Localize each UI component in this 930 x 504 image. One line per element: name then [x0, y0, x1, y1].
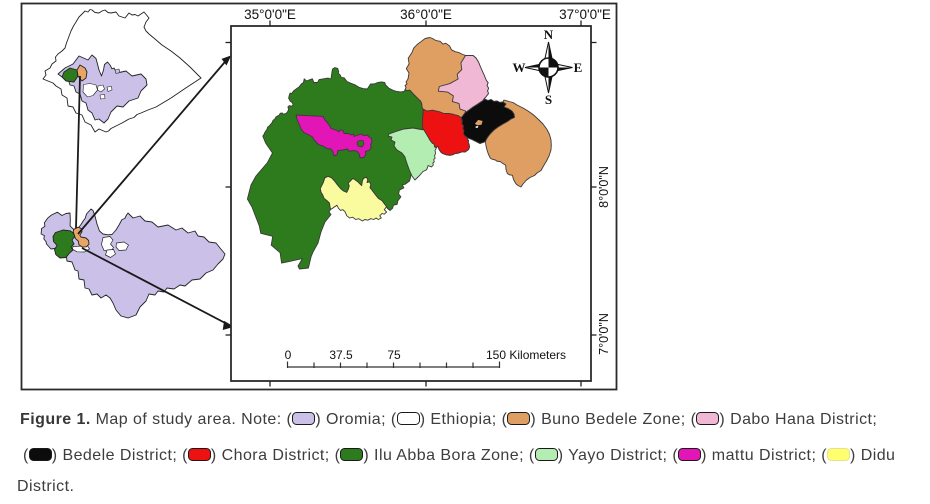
svg-text:75: 75	[387, 348, 401, 362]
svg-text:0: 0	[285, 348, 292, 362]
svg-text:35°0'0"E: 35°0'0"E	[244, 7, 296, 22]
svg-text:W: W	[513, 60, 526, 75]
svg-text:37.5: 37.5	[329, 348, 353, 362]
svg-text:E: E	[574, 60, 583, 75]
svg-text:7°0'0"N: 7°0'0"N	[597, 313, 611, 355]
svg-text:S: S	[545, 92, 552, 107]
svg-text:150 Kilometers: 150 Kilometers	[486, 348, 566, 362]
svg-text:36°0'0"E: 36°0'0"E	[400, 7, 452, 22]
svg-text:N: N	[544, 27, 554, 42]
svg-text:37°0'0"E: 37°0'0"E	[559, 7, 611, 22]
svg-text:8°0'0"N: 8°0'0"N	[597, 166, 611, 208]
